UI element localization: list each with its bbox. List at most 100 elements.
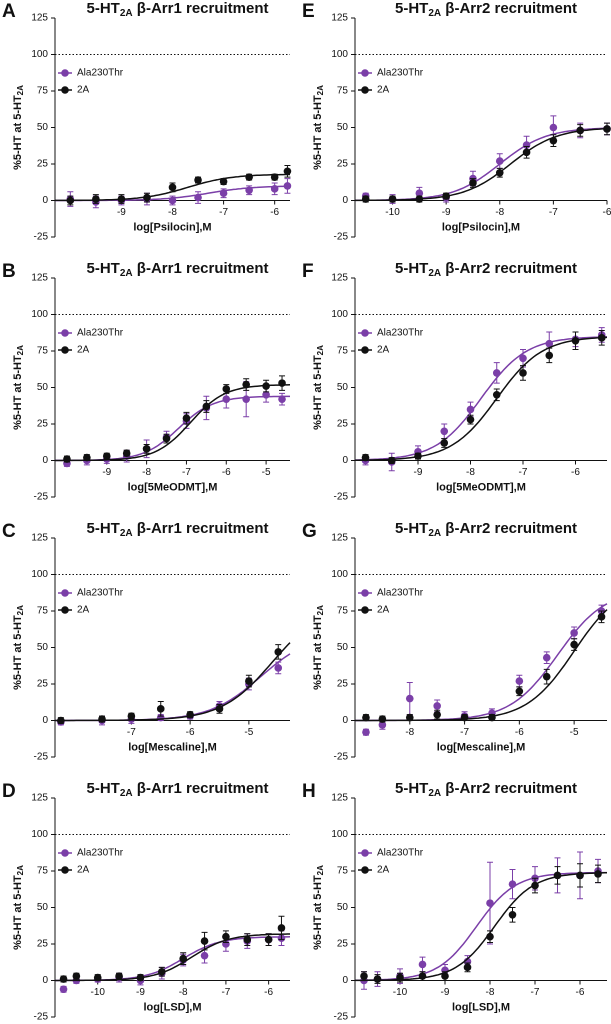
data-point — [283, 182, 292, 190]
data-point — [270, 185, 279, 193]
y-axis-label: %5-HT at 5-HT2A — [312, 865, 325, 950]
data-point — [441, 972, 449, 980]
label-part: 2A — [316, 345, 325, 355]
data-point — [486, 899, 494, 907]
data-point — [545, 339, 554, 348]
y-tick-label: 50 — [37, 122, 49, 133]
x-axis-label: log[LSD],M — [143, 1001, 201, 1013]
data-point — [117, 195, 126, 203]
y-tick-label: 75 — [337, 866, 349, 877]
title-part: 2A — [120, 268, 133, 279]
y-tick-label: 0 — [42, 195, 48, 206]
data-point — [362, 728, 370, 736]
title-part: 2A — [428, 528, 441, 539]
x-axis-label: log[Psilocin],M — [133, 221, 211, 233]
title-part: 5-HT — [87, 520, 120, 537]
data-point — [433, 710, 441, 719]
data-point — [553, 871, 562, 880]
y-tick-label: 100 — [31, 569, 48, 580]
fit-curve — [355, 127, 608, 202]
panel-title: 5-HT2A β-Arr1 recruitment — [87, 0, 269, 19]
legend-marker — [361, 866, 369, 874]
data-point — [222, 395, 231, 403]
panel-title: 5-HT2A β-Arr2 recruitment — [395, 0, 577, 19]
legend-marker — [361, 346, 369, 354]
title-part: β-Arr2 recruitment — [441, 780, 577, 797]
legend-marker — [61, 866, 69, 874]
data-point — [549, 123, 558, 132]
data-point — [168, 196, 177, 205]
data-point — [460, 713, 469, 722]
x-tick-label: -6 — [571, 467, 580, 478]
y-axis-label: %5-HT at 5-HT2A — [312, 85, 325, 170]
label-part: %5-HT at 5-HT — [12, 95, 24, 170]
panel: B 5-HT2A β-Arr1 recruitment%5-HT at 5-HT2… — [2, 260, 291, 503]
data-point — [122, 449, 131, 457]
legend-marker — [361, 69, 369, 77]
data-point — [222, 385, 231, 393]
y-tick-label: 25 — [37, 419, 49, 430]
data-point — [98, 715, 106, 723]
title-part: 5-HT — [395, 0, 428, 17]
label-part: 2A — [16, 85, 25, 95]
data-point — [378, 721, 387, 729]
panel-letter: H — [302, 781, 316, 802]
legend-label: 2A — [377, 605, 390, 616]
y-tick-label: 0 — [42, 715, 48, 726]
y-axis-label: %5-HT at 5-HT2A — [312, 345, 325, 430]
data-point — [222, 932, 230, 941]
panel-letter: C — [2, 521, 16, 542]
x-axis-label: log[Mescaline],M — [437, 741, 526, 753]
label-part: %5-HT at 5-HT — [312, 355, 324, 430]
y-tick-label: 25 — [337, 939, 349, 950]
y-tick-label: -25 — [34, 232, 49, 243]
label-part: 2A — [316, 865, 325, 875]
y-tick-label: 25 — [337, 159, 349, 170]
x-tick-label: -7 — [460, 727, 469, 738]
x-tick-label: -5 — [262, 467, 271, 478]
x-tick-label: -9 — [414, 467, 423, 478]
title-part: 5-HT — [395, 260, 428, 277]
title-part: 2A — [120, 528, 133, 539]
data-point — [570, 640, 578, 649]
data-point — [463, 963, 472, 972]
legend-marker — [61, 589, 69, 597]
data-point — [102, 452, 111, 460]
data-point — [405, 713, 414, 722]
legend-marker — [361, 849, 369, 857]
title-part: 5-HT — [395, 520, 428, 537]
x-tick-label: -8 — [142, 467, 151, 478]
y-tick-label: 75 — [337, 606, 349, 617]
legend-marker — [61, 86, 69, 94]
legend-label: Ala230Thr — [77, 328, 124, 339]
title-part: β-Arr1 recruitment — [133, 0, 269, 17]
panel-letter: E — [302, 1, 315, 22]
data-point — [466, 415, 475, 424]
legend-marker — [361, 589, 369, 597]
data-point — [405, 694, 414, 703]
data-point — [283, 167, 292, 176]
panel: G 5-HT2A β-Arr2 recruitment%5-HT at 5-HT2… — [302, 520, 608, 763]
fit-curve — [355, 336, 607, 461]
x-tick-label: -6 — [222, 467, 231, 478]
panel: C 5-HT2A β-Arr1 recruitment%5-HT at 5-HT2… — [2, 520, 291, 763]
data-point — [274, 664, 283, 672]
data-point — [415, 189, 424, 197]
label-part: %5-HT at 5-HT — [312, 95, 324, 170]
y-tick-label: 50 — [37, 902, 49, 913]
data-point — [361, 195, 370, 203]
data-point — [387, 456, 396, 465]
title-part: 5-HT — [87, 0, 120, 17]
data-point — [179, 954, 187, 963]
fit-curve — [355, 872, 607, 982]
label-part: 2A — [16, 605, 25, 615]
data-point — [373, 975, 382, 983]
y-tick-label: 125 — [331, 533, 348, 544]
y-tick-label: 25 — [37, 159, 49, 170]
fit-curve — [55, 395, 290, 462]
y-tick-label: 0 — [342, 715, 348, 726]
title-part: β-Arr1 recruitment — [133, 260, 269, 277]
y-tick-label: 125 — [331, 793, 348, 804]
panel-letter: D — [2, 781, 16, 802]
